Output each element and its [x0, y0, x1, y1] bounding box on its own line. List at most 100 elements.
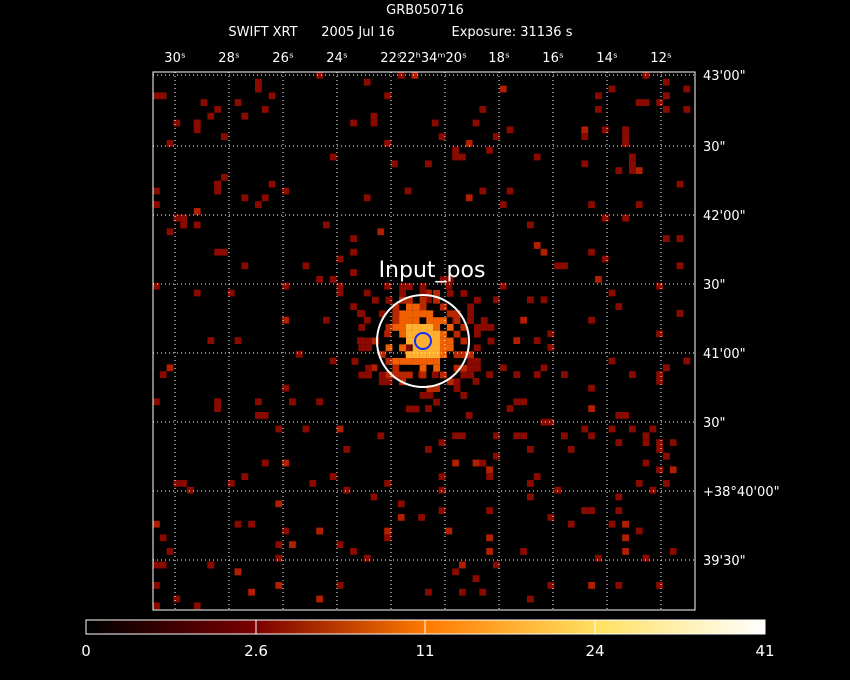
pixel	[323, 316, 330, 324]
pixel	[329, 153, 337, 161]
pixel	[453, 378, 461, 386]
pixel	[520, 316, 527, 324]
pixel	[513, 432, 521, 440]
pixel	[663, 235, 670, 242]
pixel	[412, 358, 420, 365]
pixel	[499, 282, 507, 290]
pixel	[533, 371, 541, 378]
pixel	[635, 99, 643, 106]
pixel	[635, 527, 643, 535]
pixel	[452, 568, 459, 576]
pixel	[460, 351, 468, 358]
subtitle-part: 2005 Jul 16	[321, 25, 395, 40]
pixel	[377, 228, 385, 236]
pixel	[440, 317, 447, 324]
pixel	[446, 276, 454, 284]
pixel	[663, 106, 670, 113]
pixel	[622, 126, 629, 134]
pixel	[282, 384, 289, 392]
pixel	[520, 432, 527, 440]
pixel	[615, 493, 623, 501]
ra-label: 24ˢ	[326, 51, 348, 66]
pixel	[187, 486, 194, 494]
pixel	[540, 364, 548, 372]
pixel	[588, 405, 595, 412]
pixel	[392, 324, 400, 331]
pixel	[467, 310, 474, 318]
pixel	[547, 514, 555, 521]
pixel	[166, 364, 174, 372]
pixel	[431, 119, 439, 127]
pixel	[426, 351, 434, 358]
pixel	[363, 554, 371, 562]
pixel	[472, 575, 480, 582]
pixel	[433, 330, 440, 338]
pixel	[601, 214, 609, 222]
pixel	[419, 310, 427, 318]
pixel	[406, 405, 413, 413]
pixel	[343, 486, 351, 494]
pixel	[363, 316, 371, 324]
pixel	[452, 432, 459, 440]
pixel	[438, 486, 446, 494]
pixel	[642, 554, 650, 562]
pixel	[513, 398, 521, 406]
pixel	[275, 554, 283, 562]
pixel	[426, 385, 434, 392]
pixel	[433, 337, 440, 345]
pixel	[635, 167, 643, 174]
pixel	[406, 317, 413, 324]
pixel	[581, 160, 589, 168]
pixel	[193, 119, 201, 127]
pixel	[261, 194, 269, 202]
pixel	[486, 534, 493, 542]
pixel	[275, 500, 283, 508]
pixel	[419, 358, 427, 365]
pixel	[608, 289, 616, 297]
pixel	[255, 201, 262, 208]
pixel	[426, 358, 434, 365]
pixel	[426, 317, 434, 324]
dec-label: 42'00"	[703, 209, 746, 224]
pixel	[207, 337, 215, 344]
pixel	[399, 283, 406, 290]
pixel	[588, 201, 595, 208]
pixel	[649, 486, 657, 494]
pixel	[329, 276, 337, 283]
pixel	[289, 398, 296, 406]
pixel	[446, 290, 454, 297]
pixel	[467, 364, 474, 372]
pixel	[385, 358, 393, 365]
pixel	[419, 344, 427, 352]
pixel	[615, 439, 623, 446]
pixel	[622, 140, 629, 147]
pixel	[419, 330, 427, 338]
pixel	[426, 392, 434, 399]
pixel	[412, 317, 420, 324]
pixel	[615, 303, 623, 310]
pixel	[460, 364, 468, 372]
pixel	[433, 324, 440, 331]
ra-label: 22ˢ	[380, 51, 402, 66]
pixel	[615, 167, 623, 174]
pixel	[433, 317, 440, 324]
pixel	[180, 221, 187, 229]
pixel	[214, 248, 221, 256]
pixel	[336, 541, 344, 548]
pixel	[474, 296, 481, 304]
pixel	[193, 221, 201, 229]
pixel	[180, 214, 187, 222]
pixel	[588, 432, 595, 440]
ra-label: 22ʰ34ᵐ20ˢ	[399, 51, 467, 66]
pixel	[547, 344, 555, 351]
pixel	[275, 582, 283, 589]
pixel	[433, 344, 440, 352]
pixel	[547, 582, 555, 589]
pixel	[540, 296, 548, 304]
pixel	[295, 350, 303, 358]
pixel	[370, 364, 378, 372]
pixel	[419, 364, 427, 372]
pixel	[384, 480, 391, 487]
pixel	[173, 214, 181, 222]
pixel	[370, 493, 378, 501]
